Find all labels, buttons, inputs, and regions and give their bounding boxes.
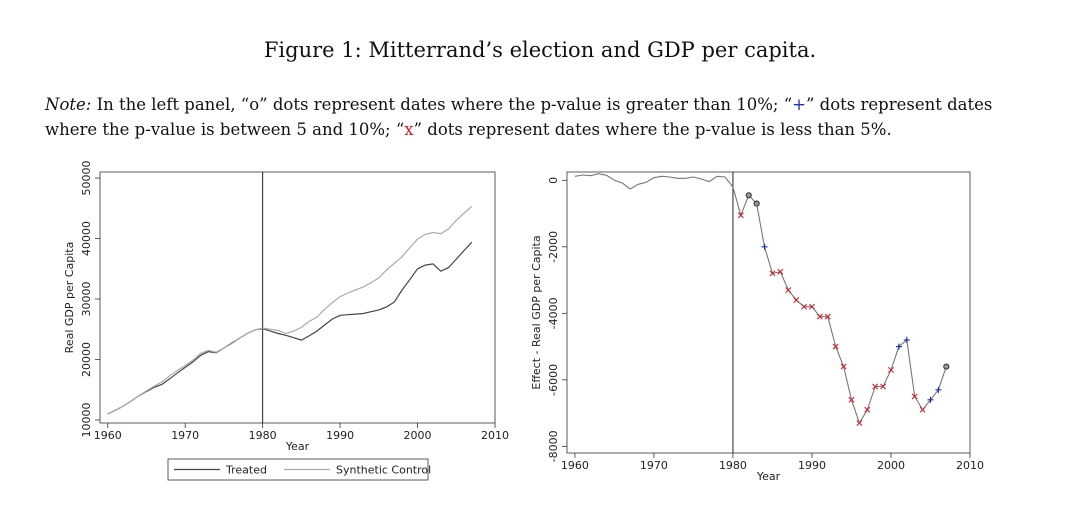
figure-title: Figure 1: Mitterrand’s election and GDP …: [263, 38, 817, 62]
left-y-axis-title: Real GDP per Capita: [63, 242, 76, 354]
effect-marker-x: [880, 383, 887, 390]
right-x-tick-label: 2010: [956, 459, 984, 472]
effect-marker-plus: [935, 386, 942, 393]
effect-marker-x: [777, 268, 784, 275]
left-x-tick-label: 1970: [171, 429, 199, 442]
legend-label-synthetic: Synthetic Control: [336, 464, 431, 477]
right-x-axis-title: Year: [756, 470, 781, 483]
left-plot-frame: [99, 171, 496, 424]
effect-marker-x: [872, 383, 879, 390]
effect-marker-x: [824, 313, 831, 320]
note-label: Note:: [45, 95, 92, 114]
right-y-tick-label: -8000: [547, 430, 560, 462]
effect-marker-x: [808, 303, 815, 310]
left-x-tick-label: 1990: [326, 429, 354, 442]
effect-marker-x: [856, 420, 863, 427]
left-y-tick-label: 30000: [80, 282, 93, 317]
left-y-tick-label: 10000: [80, 402, 93, 437]
effect-marker-x: [919, 406, 926, 413]
left-series-line-synthetic: [107, 206, 473, 415]
figure-note: Note: In the left panel, “o” dots repres…: [45, 92, 1045, 142]
left-x-tick-label: 2010: [481, 429, 509, 442]
effect-marker-plus: [927, 396, 934, 403]
effect-marker-x: [793, 297, 800, 304]
effect-marker-circle: [943, 363, 950, 370]
left-y-tick-label: 50000: [80, 161, 93, 196]
legend-label-treated: Treated: [225, 464, 267, 477]
left-y-tick-label: 20000: [80, 342, 93, 377]
effect-marker-x: [785, 287, 792, 294]
right-plot-frame: [566, 171, 971, 454]
right-x-tick-label: 1970: [640, 459, 668, 472]
right-x-tick-label: 1960: [561, 459, 589, 472]
left-y-tick-label: 40000: [80, 221, 93, 256]
right-x-tick-label: 1990: [798, 459, 826, 472]
left-x-tick-label: 1960: [94, 429, 122, 442]
effect-marker-x: [864, 406, 871, 413]
effect-marker-x: [832, 343, 839, 350]
effect-marker-x: [737, 212, 744, 219]
note-text-1: In the left panel, “o” dots represent da…: [91, 95, 793, 114]
left-x-tick-label: 1980: [249, 429, 277, 442]
effect-marker-circle: [745, 192, 752, 199]
right-y-tick-label: -4000: [547, 297, 560, 329]
note-text-2: ” dots represent dates where the p-value…: [45, 95, 993, 139]
note-x-symbol: x: [404, 120, 414, 139]
effect-marker-plus: [903, 336, 910, 343]
effect-marker-x: [816, 313, 823, 320]
right-x-tick-label: 1980: [719, 459, 747, 472]
right-y-tick-label: 0: [547, 177, 560, 184]
effect-marker-plus: [761, 243, 768, 250]
effect-marker-plus: [895, 343, 902, 350]
note-plus-symbol: +: [792, 95, 806, 114]
note-text-3: ” dots represent dates where the p-value…: [413, 120, 892, 139]
left-x-tick-label: 2000: [404, 429, 432, 442]
effect-marker-circle: [753, 200, 760, 207]
effect-marker-x: [848, 396, 855, 403]
right-y-tick-label: -6000: [547, 364, 560, 396]
effect-marker-x: [769, 270, 776, 277]
left-x-axis-title: Year: [285, 440, 310, 453]
effect-marker-x: [840, 363, 847, 370]
effect-marker-x: [911, 393, 918, 400]
right-effect-line: [574, 173, 947, 425]
effect-marker-x: [801, 303, 808, 310]
right-x-tick-label: 2000: [877, 459, 905, 472]
right-y-axis-title: Effect - Real GDP per Capita: [530, 235, 543, 389]
left-series-line-treated: [107, 241, 473, 415]
right-y-tick-label: -2000: [547, 231, 560, 263]
effect-marker-x: [887, 366, 894, 373]
